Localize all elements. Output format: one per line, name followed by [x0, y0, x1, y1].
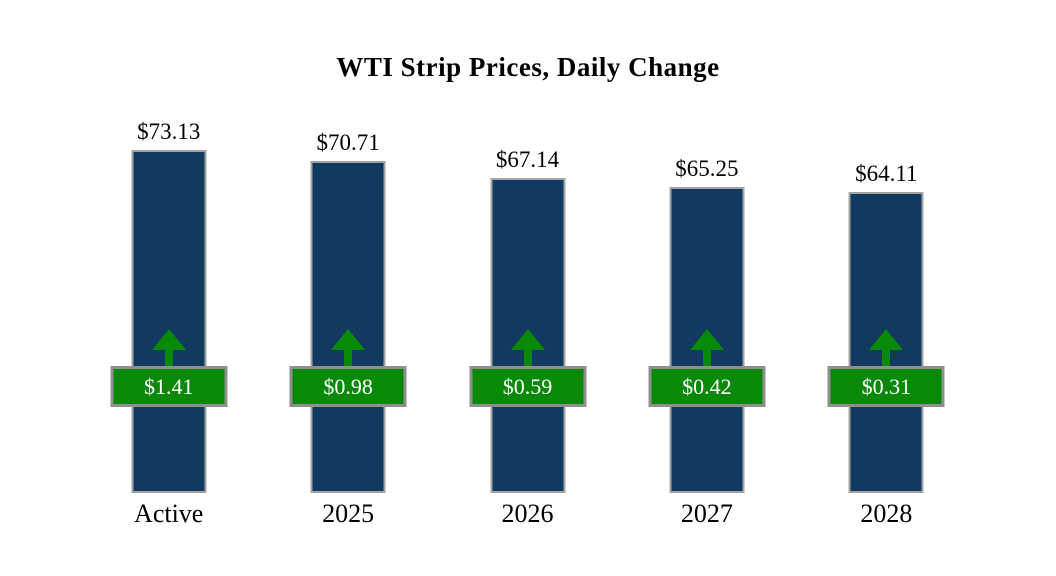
change-value: $0.59 — [502, 373, 553, 399]
up-arrow-icon — [329, 329, 367, 367]
bar — [310, 161, 386, 493]
change-value: $0.98 — [323, 373, 373, 399]
category-label: 2026 — [501, 499, 554, 528]
chart-title: WTI Strip Prices, Daily Change — [336, 52, 720, 82]
up-arrow-icon — [509, 329, 547, 367]
bar-column-2028: $64.11 $0.31 2028 — [797, 0, 976, 576]
bar-column-2025: $70.71 $0.98 2025 — [258, 0, 437, 576]
change-badge: $0.59 — [469, 366, 587, 407]
change-badge: $1.41 — [110, 366, 228, 407]
up-arrow-icon — [150, 329, 188, 367]
price-label: $67.14 — [495, 147, 560, 172]
change-badge: $0.31 — [827, 366, 945, 407]
price-label: $73.13 — [137, 119, 201, 144]
category-label: 2025 — [322, 499, 375, 528]
category-label: 2027 — [680, 499, 733, 528]
bar-column-2027: $65.25 $0.42 2027 — [617, 0, 796, 576]
change-value: $1.41 — [143, 373, 194, 399]
price-label: $64.11 — [855, 161, 918, 186]
change-badge: $0.42 — [648, 366, 766, 407]
category-label: 2028 — [860, 499, 913, 528]
plot-area: $73.13 $1.41 Active $70.71 $0.98 2025 $6… — [79, 0, 976, 576]
category-label: Active — [134, 499, 204, 528]
price-label: $65.25 — [675, 156, 739, 181]
bar-column-2026: $67.14 $0.59 2026 — [438, 0, 617, 576]
bar — [131, 150, 207, 493]
price-label: $70.71 — [316, 130, 380, 155]
change-value: $0.42 — [682, 373, 732, 399]
change-badge: $0.98 — [289, 366, 407, 407]
up-arrow-icon — [688, 329, 726, 367]
bar-column-active: $73.13 $1.41 Active — [79, 0, 258, 576]
change-value: $0.31 — [861, 373, 912, 399]
up-arrow-icon — [867, 329, 905, 367]
